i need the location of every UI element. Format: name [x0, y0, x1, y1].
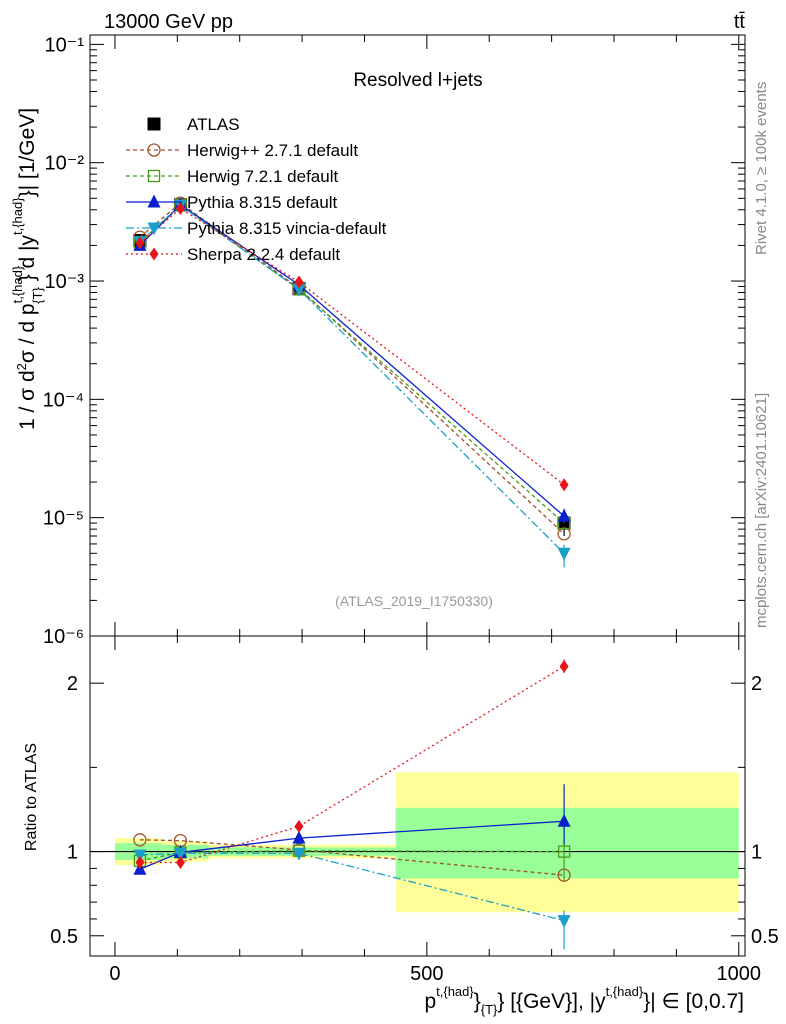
- main-y-tick-label: 10⁻²: [45, 153, 85, 175]
- main-point-sherpa-2-2-4-default: [175, 202, 185, 216]
- main-point-sherpa-2-2-4-default: [559, 478, 569, 492]
- ratio-line-pythia-8-315-vincia-default: [139, 852, 565, 922]
- ratio-point-sherpa-2-2-4-default: [175, 856, 185, 870]
- ratio-y-tick-label: 1: [751, 842, 762, 864]
- ratio-y-tick-label: 0.5: [751, 926, 779, 948]
- main-point-pythia-8-315-vincia-default: [292, 283, 306, 297]
- x-tick-label: 0: [109, 963, 120, 985]
- main-point-pythia-8-315-vincia-default: [557, 547, 571, 561]
- x-axis-label: pt,{had}}{T}} [{GeV}], |yt,{had}}| ∈ [0,…: [424, 984, 744, 1017]
- legend-label-pythia-8-315-vincia-default: Pythia 8.315 vincia-default: [187, 219, 387, 238]
- ratio-point-pythia-8-315-vincia-default: [173, 847, 187, 861]
- main-y-tick-label: 10⁻⁶: [43, 626, 84, 648]
- main-line-herwig-2-7-1-default: [139, 202, 565, 535]
- analysis-label: (ATLAS_2019_I1750330): [335, 593, 493, 609]
- legend-label-herwig-2-7-1-default: Herwig++ 2.7.1 default: [187, 141, 358, 160]
- main-point-sherpa-2-2-4-default: [294, 275, 304, 289]
- ratio-line-sherpa-2-2-4-default: [139, 665, 565, 864]
- ratio-point-herwig-2-7-1-default: [133, 833, 147, 847]
- ratio-y-tick-label: 2: [751, 673, 762, 695]
- main-line-pythia-8-315-vincia-default: [139, 204, 565, 554]
- x-tick-label: 500: [410, 963, 443, 985]
- main-axes: 10⁻⁶ 10⁻⁵ 10⁻⁴ 10⁻³ 10⁻² 10⁻¹: [43, 34, 745, 648]
- ratio-axes: 0.5 0.5 1 1 2 2 0 500 1000: [50, 636, 779, 985]
- main-series-group: [133, 196, 571, 568]
- legend-label-atlas: ATLAS: [187, 115, 240, 134]
- ratio-point-pythia-8-315-vincia-default: [133, 849, 147, 863]
- ratio-plot-frame: [89, 635, 746, 957]
- legend-label-sherpa-2-2-4-default: Sherpa 2.2.4 default: [187, 245, 340, 264]
- ratio-line-herwig-7-2-1-default: [139, 850, 565, 862]
- main-point-sherpa-2-2-4-default: [135, 236, 145, 250]
- ratio-point-pythia-8-315-vincia-default: [557, 915, 571, 929]
- main-point-herwig-2-7-1-default: [557, 527, 571, 541]
- legend-marker-atlas: [147, 117, 161, 131]
- rivet-version-label: Rivet 4.1.0, ≥ 100k events: [753, 82, 770, 255]
- legend-label-pythia-8-315-default: Pythia 8.315 default: [187, 193, 338, 212]
- ratio-point-herwig-7-2-1-default: [557, 845, 571, 858]
- ratio-y-tick-label: 2: [67, 673, 78, 695]
- legend-marker-pythia-8-315-vincia-default: [147, 222, 161, 236]
- ratio-point-pythia-8-315-default: [292, 830, 306, 844]
- main-y-tick-label: 10⁻³: [45, 271, 85, 293]
- ratio-band-green: [395, 807, 739, 879]
- x-tick-label: 1000: [717, 963, 762, 985]
- ratio-series-group: [133, 659, 571, 950]
- chart-title: Resolved l+jets: [353, 70, 482, 91]
- main-line-herwig-7-2-1-default: [139, 204, 565, 524]
- ratio-point-sherpa-2-2-4-default: [294, 819, 304, 833]
- ratio-point-sherpa-2-2-4-default: [135, 856, 145, 870]
- header-process-label: tt̄: [734, 11, 746, 33]
- legend-marker-herwig-2-7-1-default: [147, 143, 161, 157]
- main-point-pythia-8-315-default: [557, 508, 571, 522]
- ratio-point-pythia-8-315-vincia-default: [292, 847, 306, 861]
- ratio-y-axis-label: Ratio to ATLAS: [23, 743, 40, 851]
- ratio-y-tick-label: 0.5: [50, 926, 78, 948]
- main-y-axis-label: 1 / σ d2σ / d pt,{had} {T} } d |yt,{had}}…: [10, 108, 45, 430]
- main-y-tick-label: 10⁻⁴: [43, 389, 84, 411]
- legend-marker-sherpa-2-2-4-default: [149, 247, 159, 261]
- legend-marker-herwig-7-2-1-default: [147, 169, 161, 183]
- main-y-tick-label: 10⁻¹: [45, 34, 85, 56]
- ratio-line-pythia-8-315-default: [139, 820, 565, 870]
- ratio-point-sherpa-2-2-4-default: [559, 659, 569, 673]
- legend-marker-pythia-8-315-default: [147, 194, 161, 208]
- legend-label-herwig-7-2-1-default: Herwig 7.2.1 default: [187, 167, 338, 186]
- mcplots-label: mcplots.cern.ch [arXiv:2401.10621]: [753, 393, 770, 628]
- ratio-uncertainty-bands: [114, 772, 739, 913]
- header-energy-label: 13000 GeV pp: [104, 11, 233, 33]
- main-line-sherpa-2-2-4-default: [139, 207, 565, 486]
- ratio-point-pythia-8-315-default: [557, 813, 571, 827]
- main-y-tick-label: 10⁻⁵: [43, 508, 84, 530]
- legend: ATLAS Herwig++ 2.7.1 default Herwig 7.2.1 …: [126, 115, 387, 264]
- ratio-y-tick-label: 1: [67, 842, 78, 864]
